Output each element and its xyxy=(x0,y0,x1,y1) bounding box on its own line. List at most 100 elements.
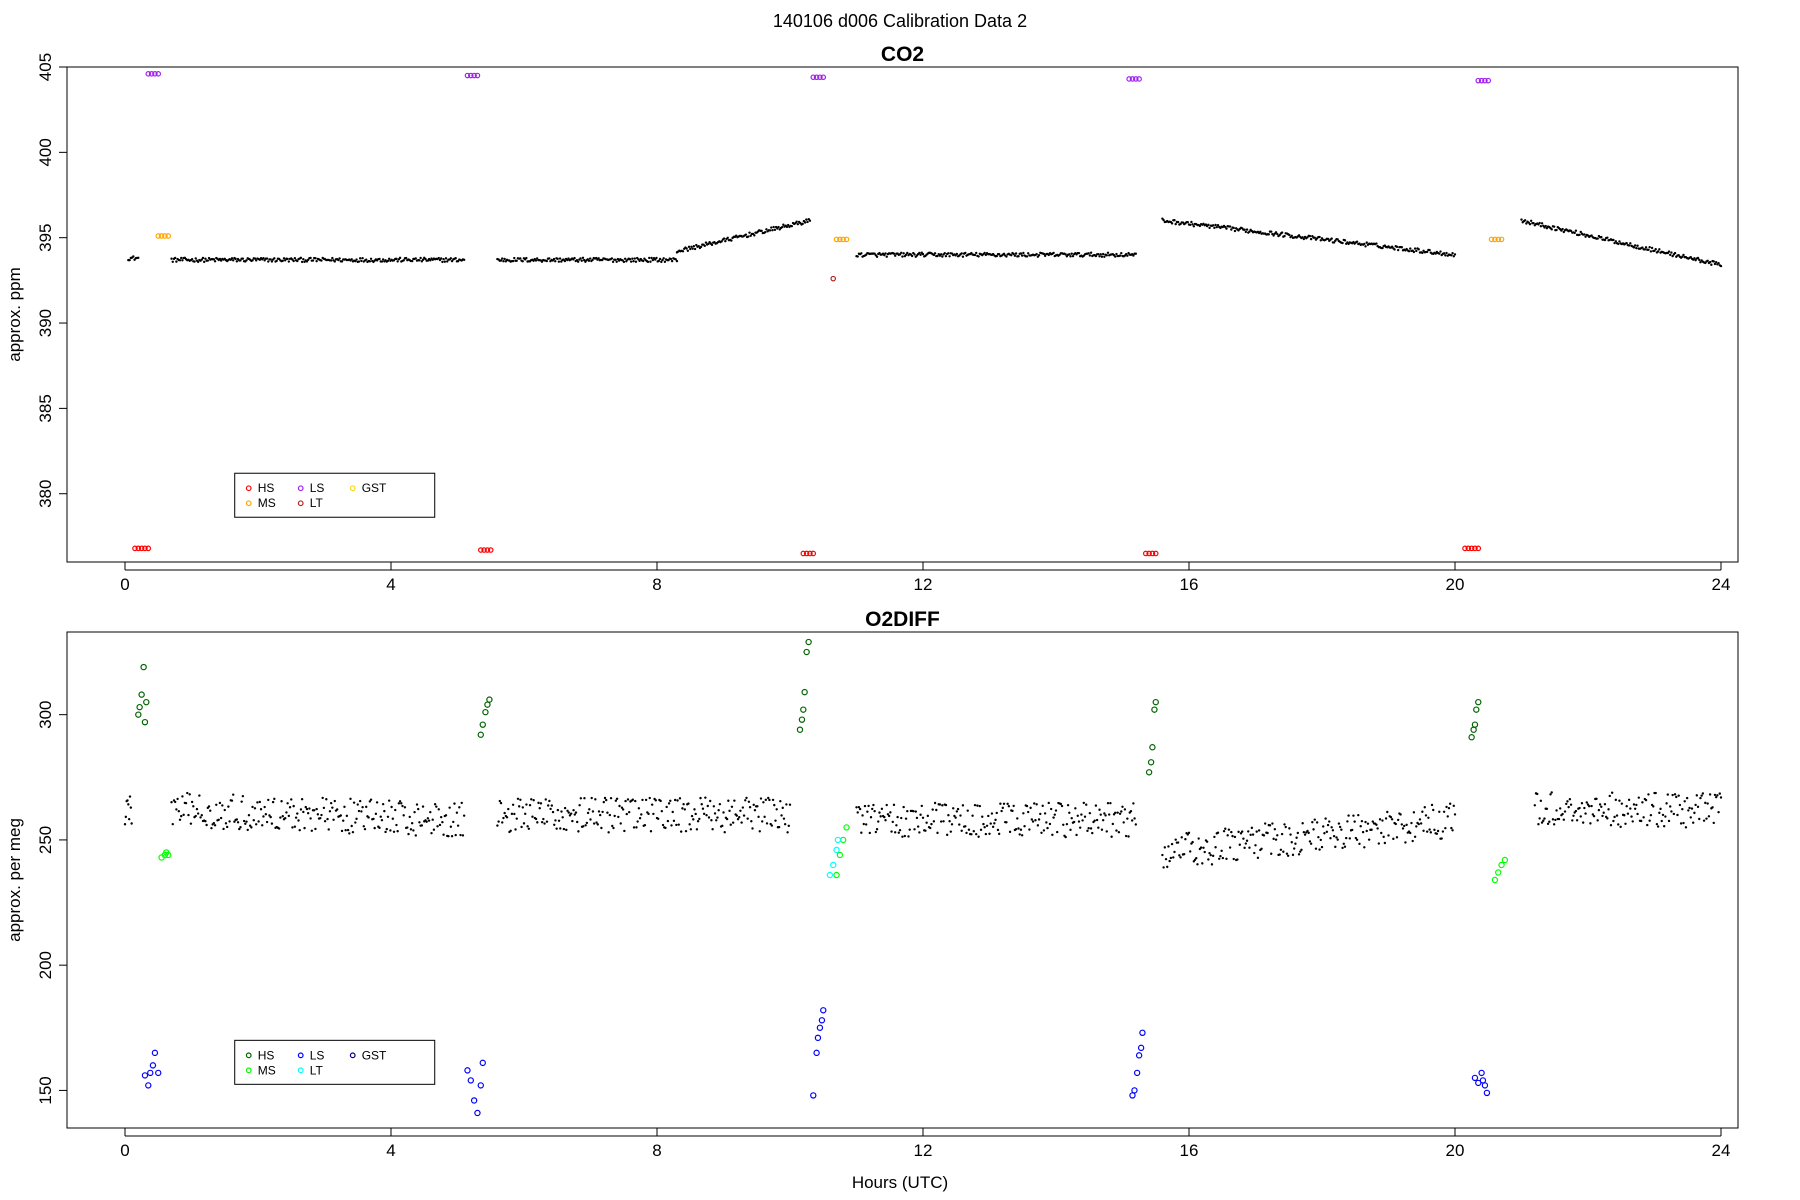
trace-point xyxy=(757,815,760,819)
trace-point xyxy=(1099,253,1102,256)
trace-point xyxy=(313,809,316,812)
trace-point xyxy=(1585,801,1588,804)
trace-point xyxy=(286,802,289,805)
trace-point xyxy=(461,834,465,837)
trace-point xyxy=(1099,813,1102,816)
trace-point xyxy=(1411,839,1414,843)
trace-point xyxy=(355,817,358,821)
trace-point xyxy=(1683,800,1686,803)
trace-point xyxy=(1202,846,1205,849)
trace-point xyxy=(1719,796,1723,799)
trace-point xyxy=(692,245,696,248)
trace-point xyxy=(1606,817,1609,820)
trace-point xyxy=(918,251,921,255)
trace-point xyxy=(687,802,690,805)
trace-point xyxy=(530,798,533,801)
trace-point xyxy=(1117,830,1121,834)
trace-point xyxy=(401,804,404,808)
trace-point xyxy=(555,827,558,830)
series-point-hs xyxy=(807,550,813,557)
trace-point xyxy=(681,250,685,253)
trace-point xyxy=(1444,826,1447,830)
series-point-hs xyxy=(481,547,487,553)
trace-point xyxy=(1366,822,1370,825)
trace-point xyxy=(1239,832,1243,835)
trace-point xyxy=(1091,831,1094,835)
trace-point xyxy=(629,260,633,263)
trace-point xyxy=(913,828,916,831)
trace-point xyxy=(1132,802,1135,805)
trace-point xyxy=(1025,804,1029,808)
trace-point xyxy=(671,810,674,814)
series-point-ms xyxy=(833,871,840,879)
trace-point xyxy=(1244,230,1248,234)
trace-point xyxy=(345,814,349,818)
trace-point xyxy=(321,796,324,800)
trace-point xyxy=(502,260,505,263)
trace-point xyxy=(1041,804,1044,808)
trace-point xyxy=(1441,830,1445,833)
trace-point xyxy=(1192,225,1196,228)
trace-point xyxy=(201,256,205,260)
trace-point xyxy=(501,821,504,824)
trace-point xyxy=(1116,811,1119,814)
trace-point xyxy=(1620,802,1624,805)
trace-point xyxy=(1691,821,1695,824)
trace-point xyxy=(1195,856,1198,860)
series-point-hs xyxy=(803,648,810,656)
trace-point xyxy=(609,796,613,800)
trace-point xyxy=(1186,833,1189,836)
trace-point xyxy=(941,255,944,258)
trace-point xyxy=(1179,856,1182,859)
trace-point xyxy=(515,817,518,820)
trace-point xyxy=(1396,818,1400,822)
trace-point xyxy=(1242,837,1245,840)
trace-point xyxy=(579,797,583,800)
trace-point xyxy=(1006,802,1009,806)
trace-point xyxy=(1077,820,1081,823)
series-point-hs xyxy=(479,721,486,728)
trace-point xyxy=(880,807,884,811)
trace-point xyxy=(1383,841,1387,845)
trace-point xyxy=(527,827,531,830)
trace-point xyxy=(1588,805,1591,808)
trace-point xyxy=(1442,810,1446,814)
trace-point xyxy=(351,830,355,834)
trace-point xyxy=(315,259,318,263)
trace-point xyxy=(614,258,617,262)
trace-point xyxy=(245,820,248,823)
trace-point xyxy=(1649,813,1653,817)
legend-marker-hs xyxy=(245,485,252,492)
trace-point xyxy=(1241,830,1244,833)
trace-point xyxy=(601,810,604,814)
trace-point xyxy=(170,801,173,804)
trace-point xyxy=(549,807,552,811)
trace-point xyxy=(300,260,304,264)
trace-point xyxy=(1619,825,1622,829)
trace-point xyxy=(748,231,751,234)
trace-point xyxy=(1205,840,1209,843)
trace-point xyxy=(173,800,177,804)
trace-point xyxy=(350,258,353,261)
trace-point xyxy=(1693,811,1696,815)
trace-point xyxy=(1176,841,1180,844)
trace-point xyxy=(618,804,621,808)
trace-point xyxy=(1583,233,1586,236)
series-point-hs xyxy=(135,545,142,552)
trace-point xyxy=(233,820,236,823)
x-tick-label: 16 xyxy=(1180,1141,1199,1160)
trace-point xyxy=(1355,838,1359,841)
series-point-ls xyxy=(155,1069,162,1077)
trace-point xyxy=(1070,816,1073,820)
trace-point xyxy=(426,817,430,820)
trace-point xyxy=(1421,251,1424,255)
trace-point xyxy=(1167,845,1170,848)
trace-point xyxy=(545,820,549,823)
trace-point xyxy=(904,817,908,820)
trace-point xyxy=(415,803,419,806)
legend-label-ls: LS xyxy=(310,481,325,495)
trace-point xyxy=(1617,823,1620,826)
trace-point xyxy=(1661,813,1665,817)
trace-point xyxy=(1632,803,1636,806)
